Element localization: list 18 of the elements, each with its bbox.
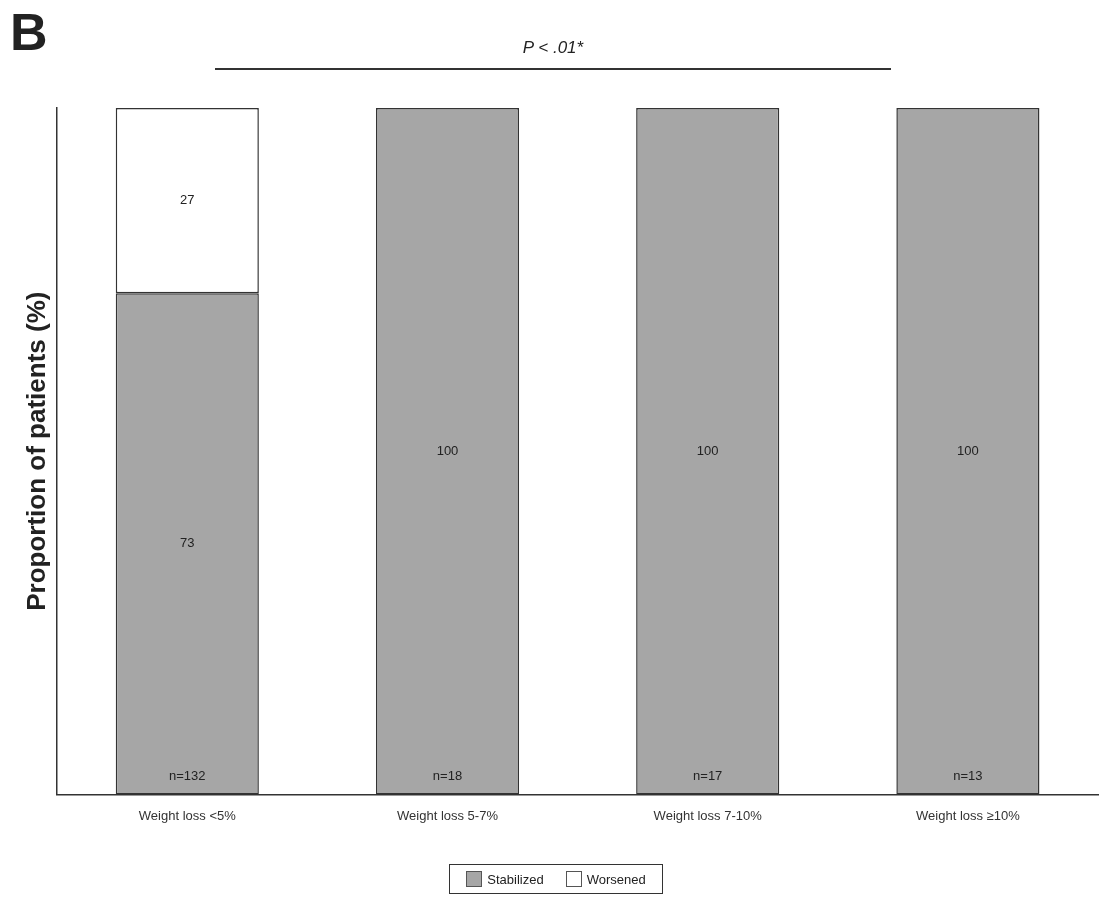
x-tick-label: Weight loss 5-7% bbox=[397, 807, 499, 823]
x-tick-label: Weight loss <5% bbox=[138, 807, 237, 823]
data-label: 100 bbox=[436, 442, 459, 458]
annotation: n=13 bbox=[953, 767, 983, 783]
data-label: 100 bbox=[957, 442, 979, 458]
text: B bbox=[10, 3, 48, 62]
annotation: n=17 bbox=[693, 767, 723, 783]
y-axis-title: Proportion of patients (%) bbox=[20, 291, 51, 611]
text: P < .01* bbox=[522, 37, 585, 57]
data-label: 27 bbox=[180, 192, 195, 208]
annotation: n=18 bbox=[432, 767, 463, 783]
x-tick-label: Weight loss ≥10% bbox=[916, 807, 1021, 823]
legend-label: Stabilized bbox=[487, 871, 544, 887]
x-tick-label: Weight loss 7-10% bbox=[653, 807, 763, 823]
data-label: 73 bbox=[180, 535, 195, 551]
data-label: 100 bbox=[696, 442, 719, 458]
annotation: n=132 bbox=[169, 767, 206, 783]
legend-label: Worsened bbox=[586, 871, 646, 887]
